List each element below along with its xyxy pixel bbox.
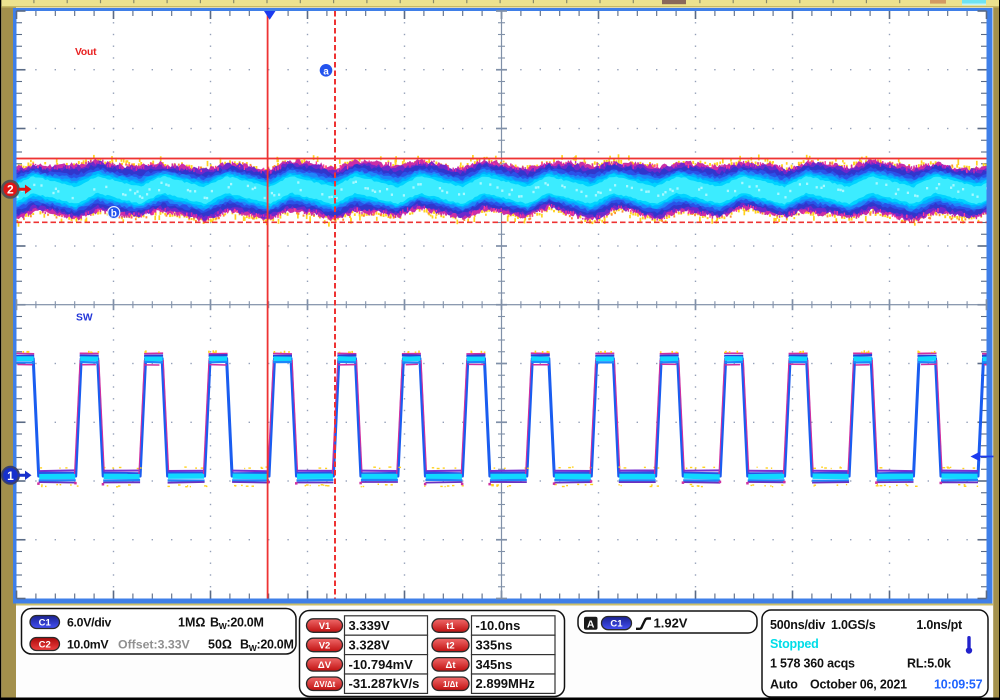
svg-text:Stopped: Stopped <box>770 637 819 651</box>
svg-text:1.92V: 1.92V <box>654 616 688 631</box>
svg-text:10:09:57: 10:09:57 <box>934 678 983 692</box>
svg-text:V2: V2 <box>319 640 331 651</box>
svg-text:t1: t1 <box>446 621 455 632</box>
svg-text:C2: C2 <box>39 639 51 650</box>
svg-text:RL:5.0k: RL:5.0k <box>907 657 951 671</box>
svg-text:SW: SW <box>76 313 93 324</box>
svg-text:1: 1 <box>7 469 14 483</box>
svg-text:-31.287kV/s: -31.287kV/s <box>349 676 420 691</box>
svg-text:2: 2 <box>7 183 14 197</box>
svg-text:1 578 360 acqs: 1 578 360 acqs <box>770 657 855 671</box>
svg-text:ΔV: ΔV <box>318 660 332 671</box>
svg-text:V1: V1 <box>319 621 331 632</box>
svg-text:500ns/div: 500ns/div <box>770 618 825 632</box>
svg-text:1.0ns/pt: 1.0ns/pt <box>916 618 963 632</box>
svg-text:C1: C1 <box>610 619 623 630</box>
svg-text:ΔV/Δt: ΔV/Δt <box>314 680 336 689</box>
svg-text:335ns: 335ns <box>476 637 513 652</box>
svg-text:Offset:3.33V: Offset:3.33V <box>118 638 191 652</box>
svg-text:2.899MHz: 2.899MHz <box>476 676 536 691</box>
svg-text:BW:20.0M: BW:20.0M <box>240 638 294 654</box>
svg-text:1.0GS/s: 1.0GS/s <box>831 618 876 632</box>
svg-text:b: b <box>111 209 117 220</box>
svg-text:50Ω: 50Ω <box>208 638 232 652</box>
svg-text:3.328V: 3.328V <box>349 637 391 652</box>
svg-text:10.0mV: 10.0mV <box>67 638 109 652</box>
svg-text:6.0V/div: 6.0V/div <box>67 616 112 630</box>
svg-text:-10.794mV: -10.794mV <box>349 657 414 672</box>
svg-text:1/Δt: 1/Δt <box>443 680 458 689</box>
svg-text:1MΩ: 1MΩ <box>178 616 205 630</box>
svg-text:345ns: 345ns <box>476 657 513 672</box>
svg-text:October 06, 2021: October 06, 2021 <box>810 678 907 692</box>
svg-text:A: A <box>587 618 595 630</box>
svg-text:C1: C1 <box>39 617 52 628</box>
svg-text:a: a <box>323 66 329 77</box>
svg-text:Δt: Δt <box>446 660 457 671</box>
svg-text:Auto: Auto <box>770 678 798 692</box>
svg-text:t2: t2 <box>446 640 454 651</box>
svg-text:Vout: Vout <box>75 47 97 58</box>
svg-text:-10.0ns: -10.0ns <box>476 618 521 633</box>
svg-text:3.339V: 3.339V <box>349 618 391 633</box>
svg-text:BW:20.0M: BW:20.0M <box>210 616 264 632</box>
